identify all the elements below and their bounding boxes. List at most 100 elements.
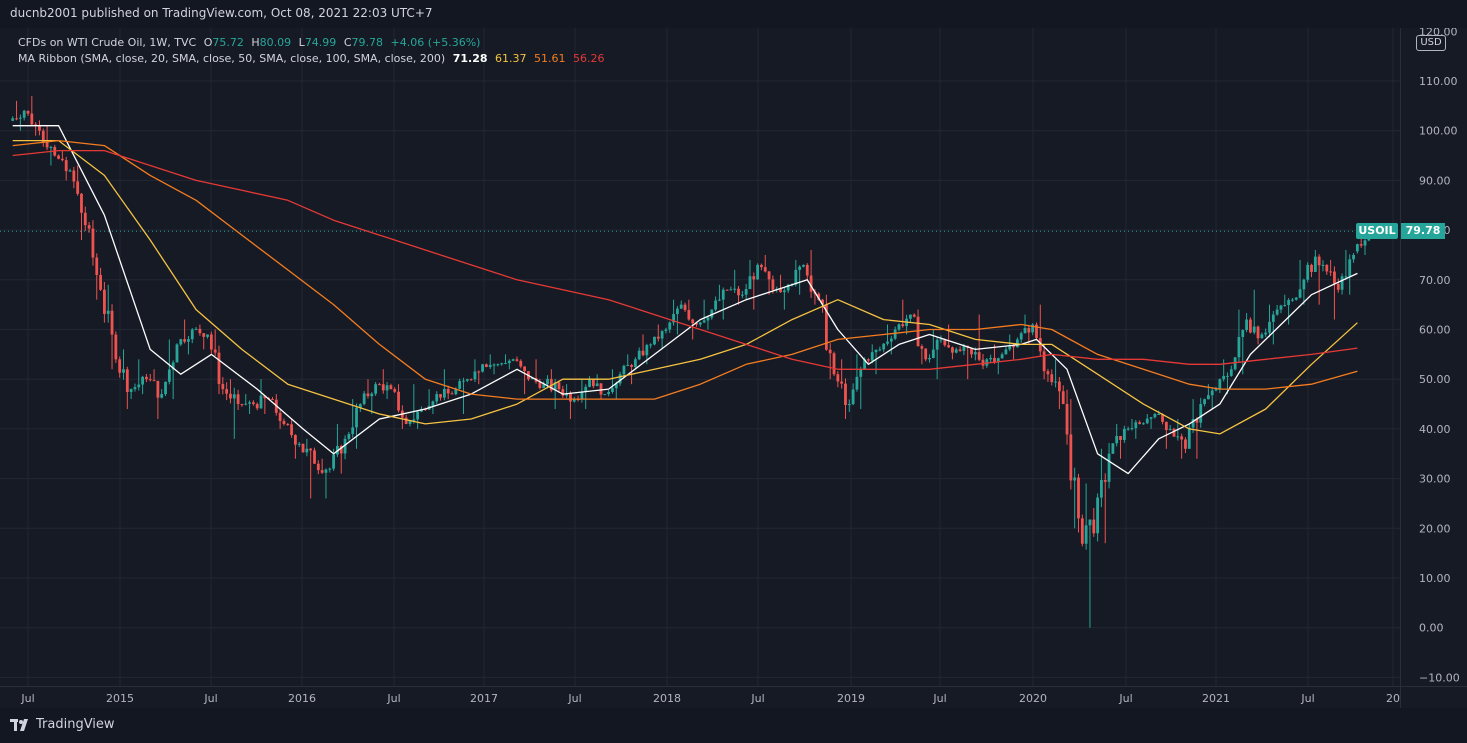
price-axis[interactable]: 120.00110.00100.0090.0080.0070.0060.0050…: [1400, 25, 1467, 686]
candle-body: [1321, 264, 1325, 266]
candle-body: [1164, 421, 1168, 430]
candle-body: [844, 383, 847, 405]
candle-body: [458, 381, 462, 389]
candle-body: [622, 365, 626, 375]
candle-body: [1218, 379, 1222, 390]
candle-body: [1134, 422, 1138, 429]
candle-body: [584, 386, 588, 392]
candle-body: [943, 339, 947, 346]
candle-body: [760, 264, 763, 268]
candle-body: [546, 378, 549, 385]
candle-body: [347, 434, 351, 439]
ma20-value: 71.28: [452, 52, 488, 65]
candle-body: [1172, 428, 1176, 437]
time-axis[interactable]: Jul 2015 Jul 2016 Jul 2017 Jul 2018 Jul 2019 Jul 20…: [0, 686, 1400, 709]
candle-body: [1363, 240, 1367, 246]
candle-body: [767, 271, 771, 280]
candle-body: [439, 394, 442, 398]
candle-body: [1206, 395, 1210, 400]
candle-body: [316, 463, 320, 471]
candle-body: [863, 359, 866, 369]
candle-body: [798, 266, 802, 270]
instrument-label: CFDs on WTI Crude Oil, 1W, TVC: [18, 36, 197, 49]
candle-body: [756, 264, 760, 280]
candle-body: [1050, 374, 1054, 383]
candle-body: [580, 391, 584, 400]
candle-body: [500, 363, 504, 365]
ma-50-line: [12, 139, 1358, 435]
candle-body: [1008, 345, 1012, 350]
candle-body: [1325, 264, 1329, 272]
time-tick-label: Jul: [203, 692, 217, 705]
candle-body: [1317, 256, 1321, 266]
candle-body: [779, 288, 782, 293]
candle-body: [251, 402, 255, 405]
price-tick-label: 100.00: [1419, 125, 1458, 138]
candle-body: [886, 341, 889, 344]
price-tick-label: −10.00: [1419, 671, 1460, 684]
candle-body: [996, 358, 1000, 362]
candle-body: [72, 170, 76, 182]
published-info: ducnb2001 published on TradingView.com, …: [10, 6, 433, 20]
price-chart[interactable]: [0, 28, 1400, 686]
time-tick-label: 2015: [106, 692, 134, 705]
candle-body: [385, 385, 389, 391]
candle-body: [18, 117, 22, 119]
candle-body: [1149, 417, 1153, 419]
candle-body: [702, 320, 706, 323]
candle-body: [416, 411, 420, 420]
candle-body: [95, 257, 99, 275]
chart-area[interactable]: CFDs on WTI Crude Oil, 1W, TVC O75.72 H8…: [0, 28, 1400, 686]
candle-body: [301, 443, 305, 453]
candle-body: [1310, 264, 1313, 272]
candle-body: [41, 130, 45, 143]
candle-body: [473, 371, 477, 380]
candle-body: [1352, 254, 1355, 260]
footer: TradingView: [0, 708, 1467, 743]
time-tick-label: Jul: [20, 692, 34, 705]
tradingview-logo[interactable]: TradingView: [10, 717, 115, 732]
candle-body: [125, 369, 129, 392]
low-value: 74.99: [304, 36, 337, 49]
candle-body: [198, 328, 202, 334]
time-tick-label: Jul: [750, 692, 764, 705]
candle-body: [236, 394, 240, 405]
candle-body: [213, 349, 217, 353]
candle-body: [1199, 404, 1203, 423]
candle-body: [1184, 439, 1187, 449]
candle-body: [1291, 299, 1294, 301]
candle-body: [782, 290, 786, 293]
currency-label[interactable]: USD: [1416, 35, 1446, 51]
candle-body: [68, 170, 72, 172]
candle-body: [49, 146, 53, 148]
candle-body: [1058, 381, 1061, 392]
candle-body: [687, 310, 691, 320]
time-tick-label: 2021: [1202, 692, 1230, 705]
candle-body: [1348, 259, 1352, 277]
candle-body: [1260, 334, 1264, 339]
ma-ribbon-label: MA Ribbon (SMA, close, 20, SMA, close, 5…: [18, 52, 446, 65]
candle-body: [817, 293, 821, 300]
candle-body: [110, 310, 114, 335]
candle-body: [30, 113, 34, 125]
candle-body: [611, 388, 614, 392]
candle-body: [206, 334, 209, 337]
candle-body: [34, 124, 38, 126]
candle-body: [1340, 276, 1344, 290]
candle-body: [393, 389, 397, 392]
candle-body: [607, 391, 611, 395]
candle-body: [378, 384, 381, 386]
candle-body: [706, 317, 710, 321]
candle-body: [248, 402, 251, 404]
candle-body: [1313, 256, 1317, 272]
candle-body: [229, 393, 232, 399]
candle-body: [83, 212, 87, 226]
candle-body: [718, 299, 721, 301]
candle-body: [1333, 271, 1336, 284]
candle-body: [454, 388, 458, 395]
candle-body: [259, 395, 263, 409]
candle-body: [660, 330, 664, 339]
candle-body: [305, 448, 309, 453]
candle-body: [951, 347, 954, 353]
candle-body: [725, 289, 729, 291]
